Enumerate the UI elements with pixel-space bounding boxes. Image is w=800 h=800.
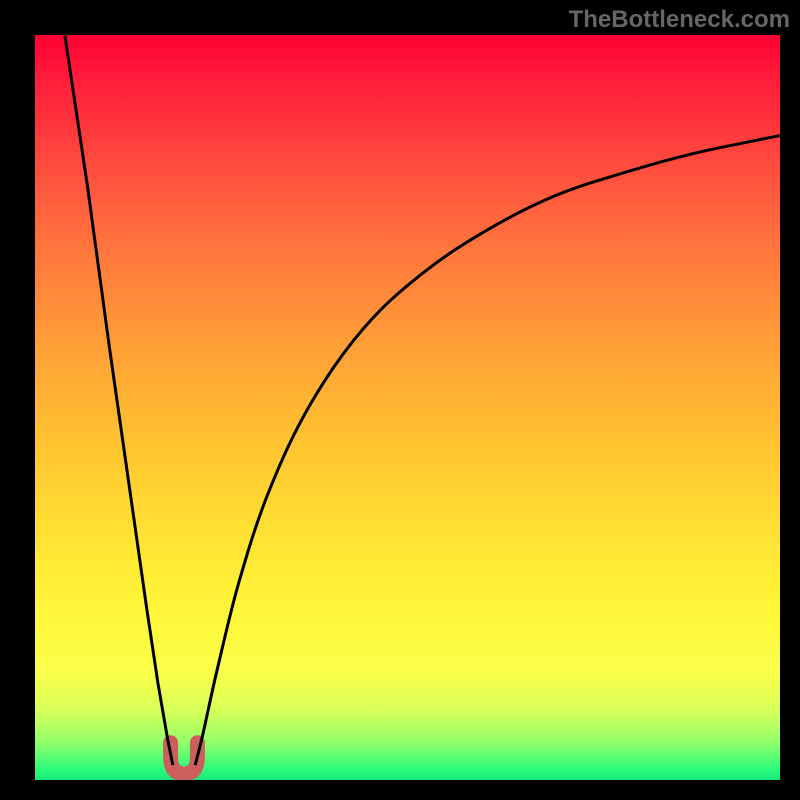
trough-marker: [171, 743, 198, 774]
plot-frame: [35, 35, 780, 780]
plot-svg: [35, 35, 780, 780]
curve-left-branch: [65, 35, 173, 765]
canvas-root: TheBottleneck.com: [0, 0, 800, 800]
watermark-label: TheBottleneck.com: [569, 6, 790, 34]
curve-right-branch: [195, 136, 780, 766]
